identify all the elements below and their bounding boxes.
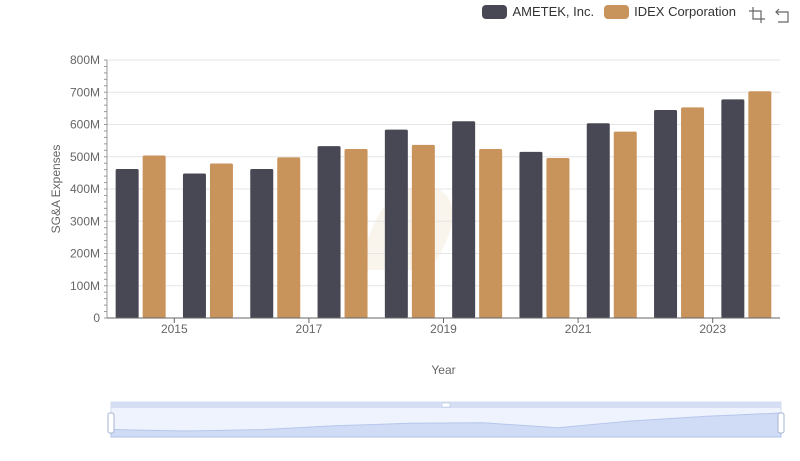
y-tick-label: 800M (70, 53, 100, 67)
zoom-icon[interactable] (748, 6, 766, 24)
y-tick-label: 400M (70, 182, 100, 196)
bar-idex-2019 (479, 149, 503, 318)
bar-idex-2017 (344, 149, 368, 318)
x-tick-label: 2021 (565, 322, 592, 336)
legend: AMETEK, Inc. IDEX Corporation (482, 4, 736, 19)
bar-ametek-2016 (250, 169, 274, 318)
bar-idex-2021 (613, 131, 637, 318)
bar-idex-2022 (681, 107, 705, 318)
toolbox (748, 6, 792, 24)
bars (115, 91, 772, 319)
legend-swatch-idex (604, 4, 630, 19)
bar-ametek-2023 (721, 99, 745, 318)
bar-ametek-2015 (182, 173, 206, 318)
bar-idex-2015 (209, 163, 233, 318)
y-tick-label: 700M (70, 85, 100, 99)
axes (104, 59, 780, 323)
legend-swatch-ametek (482, 4, 508, 19)
y-tick-label: 100M (70, 279, 100, 293)
x-tick-label: 2017 (296, 322, 323, 336)
x-tick-label: 2023 (699, 322, 726, 336)
zoom-slider[interactable] (107, 401, 785, 438)
legend-item-ametek[interactable]: AMETEK, Inc. (482, 4, 594, 19)
bar-idex-2016 (277, 157, 301, 318)
axis-labels: 0 100M 200M 300M 400M 500M 600M 700M 800M 2015 201… (49, 53, 726, 377)
bar-ametek-2014 (115, 169, 139, 318)
x-axis-title: Year (431, 363, 455, 377)
x-tick-label: 2019 (430, 322, 457, 336)
bar-idex-2020 (546, 158, 570, 318)
x-tick-label: 2015 (161, 322, 188, 336)
legend-item-idex[interactable]: IDEX Corporation (604, 4, 736, 19)
slider-drag-grip (441, 402, 451, 408)
bar-ametek-2018 (384, 129, 408, 318)
y-tick-label: 500M (70, 150, 100, 164)
y-axis-title: SG&A Expenses (49, 145, 63, 234)
bar-idex-2014 (142, 155, 166, 318)
bar-ametek-2022 (654, 109, 678, 318)
bar-ametek-2020 (519, 151, 543, 318)
y-tick-label: 0 (93, 311, 100, 325)
y-tick-label: 200M (70, 247, 100, 261)
slider-handle-left (107, 412, 115, 434)
legend-label-ametek: AMETEK, Inc. (512, 4, 595, 19)
bar-ametek-2017 (317, 146, 341, 318)
bar-ametek-2021 (586, 123, 610, 319)
grid-lines (107, 59, 780, 287)
restore-icon[interactable] (774, 6, 792, 24)
legend-label-idex: IDEX Corporation (634, 4, 736, 19)
y-tick-label: 300M (70, 214, 100, 228)
slider-handle-right (777, 412, 785, 434)
bar-idex-2023 (748, 91, 772, 318)
bar-idex-2018 (411, 144, 435, 318)
y-tick-label: 600M (70, 118, 100, 132)
bar-ametek-2019 (452, 121, 476, 319)
